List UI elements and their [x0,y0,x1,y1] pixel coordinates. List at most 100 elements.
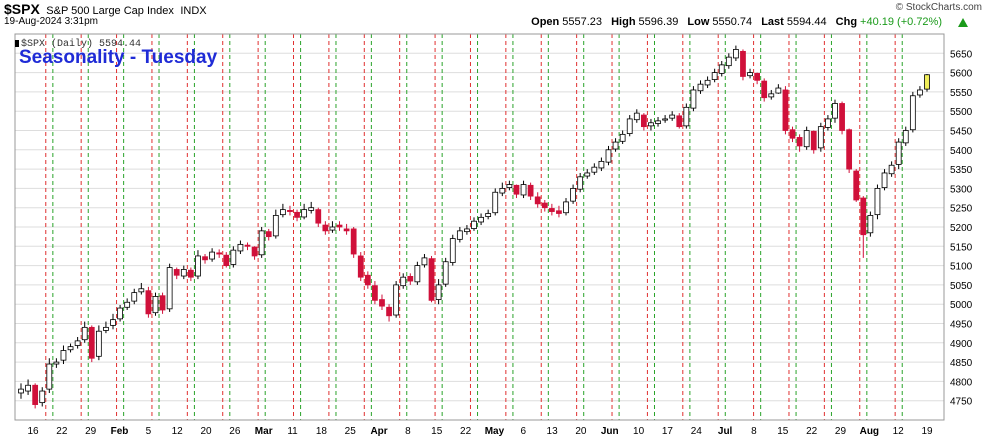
candle-body [534,196,541,205]
y-tick-label: 5250 [950,204,973,215]
candle-body [640,114,647,128]
candle-body [605,149,612,163]
candle-body [25,384,31,392]
x-month-label: Apr [370,426,387,437]
candle-body [655,120,661,124]
candle-body [506,184,513,189]
candle-body [60,350,67,361]
x-tick-label: 5 [146,426,152,437]
candle-body [315,209,322,224]
candle-body [294,211,300,218]
candle-body [591,166,598,173]
y-tick-label: 4800 [950,377,973,388]
candle-body [350,228,357,255]
open-label: Open [531,16,560,28]
seasonality-annotation: Seasonality - Tuesday [19,47,218,68]
candle-body [138,288,145,293]
candle-body [690,89,697,109]
candle-body [598,160,605,169]
y-tick-label: 5450 [950,127,973,138]
candle-body [895,141,902,165]
x-tick-label: 16 [27,426,39,437]
candle-body [46,363,53,390]
candle-body [209,251,215,260]
high-value: 5596.39 [638,16,679,28]
candle-body [612,141,619,150]
candle-body [414,265,421,283]
low-value: 5550.74 [712,16,753,28]
candle-body [103,326,109,331]
x-tick-label: 12 [893,426,905,437]
x-tick-label: 18 [316,426,328,437]
x-tick-label: 17 [662,426,674,437]
candle-body [874,187,881,216]
candle-body [924,74,930,90]
candle-body [917,89,923,96]
candle-body [230,249,237,265]
candle-body [223,254,230,266]
chg-label: Chg [835,16,858,28]
candle-body [364,274,371,286]
up-arrow-icon [958,18,968,27]
symbol-description: S&P 500 Large Cap Index [46,5,174,17]
series-legend: $SPX (Daily) 5594.44 [21,38,141,50]
y-tick-label: 5150 [950,242,973,253]
candle-body [379,299,385,307]
candle-body [725,56,732,67]
y-tick-label: 5350 [950,165,973,176]
x-tick-label: 13 [547,426,559,437]
last-label: Last [761,16,784,28]
candle-body [711,72,718,80]
candle-body [782,89,789,131]
y-tick-label: 5100 [950,262,973,273]
candle-body [343,228,350,232]
candle-body [187,269,194,278]
candle-body [152,296,159,314]
candle-body [449,238,456,263]
x-tick-label: 10 [633,426,645,437]
candle-body [541,202,548,209]
y-tick-label: 5000 [950,300,973,311]
candle-body [280,209,286,216]
candle-body [846,129,853,170]
candle-body [173,269,180,276]
y-tick-label: 5400 [950,146,973,157]
candle-body [287,210,293,212]
candle-body [180,269,187,277]
candle-body [81,326,88,341]
candle-body [159,295,166,311]
candle-body [619,133,626,142]
y-tick-label: 4950 [950,320,973,331]
candle-body [74,340,81,346]
candle-body [336,224,343,228]
x-tick-label: 29 [85,426,97,437]
y-axis: 4750 4800 4850 4900 4950 5000 5050 5100 5150 5200… [950,49,973,407]
candle-body [301,209,308,218]
candle-body [513,184,520,195]
candle-body [633,112,640,121]
grid [15,52,944,402]
candle-body [860,197,867,236]
legend-swatch [15,40,19,47]
candle-body [329,226,336,231]
x-tick-label: 8 [405,426,411,437]
x-tick-label: 24 [691,426,703,437]
candle-body [202,256,208,261]
x-tick-label: 26 [229,426,241,437]
x-tick-label: 8 [751,426,757,437]
x-tick-label: 12 [172,426,184,437]
x-month-label: Mar [255,426,273,437]
candle-body [733,49,739,59]
copyright: © StockCharts.com [895,2,982,13]
y-tick-label: 4850 [950,358,973,369]
candle-body [471,220,477,229]
chg-value: +40.19 (+0.72%) [860,16,942,28]
candle-body [456,230,463,240]
y-tick-label: 5200 [950,223,973,234]
candle-body [308,207,315,211]
candle-body [867,215,874,234]
candle-body [265,231,272,238]
x-month-label: May [485,426,505,437]
weekday-lines [45,34,903,420]
chart-header: $SPX S&P 500 Large Cap Index INDX 19-Aug… [0,0,990,34]
